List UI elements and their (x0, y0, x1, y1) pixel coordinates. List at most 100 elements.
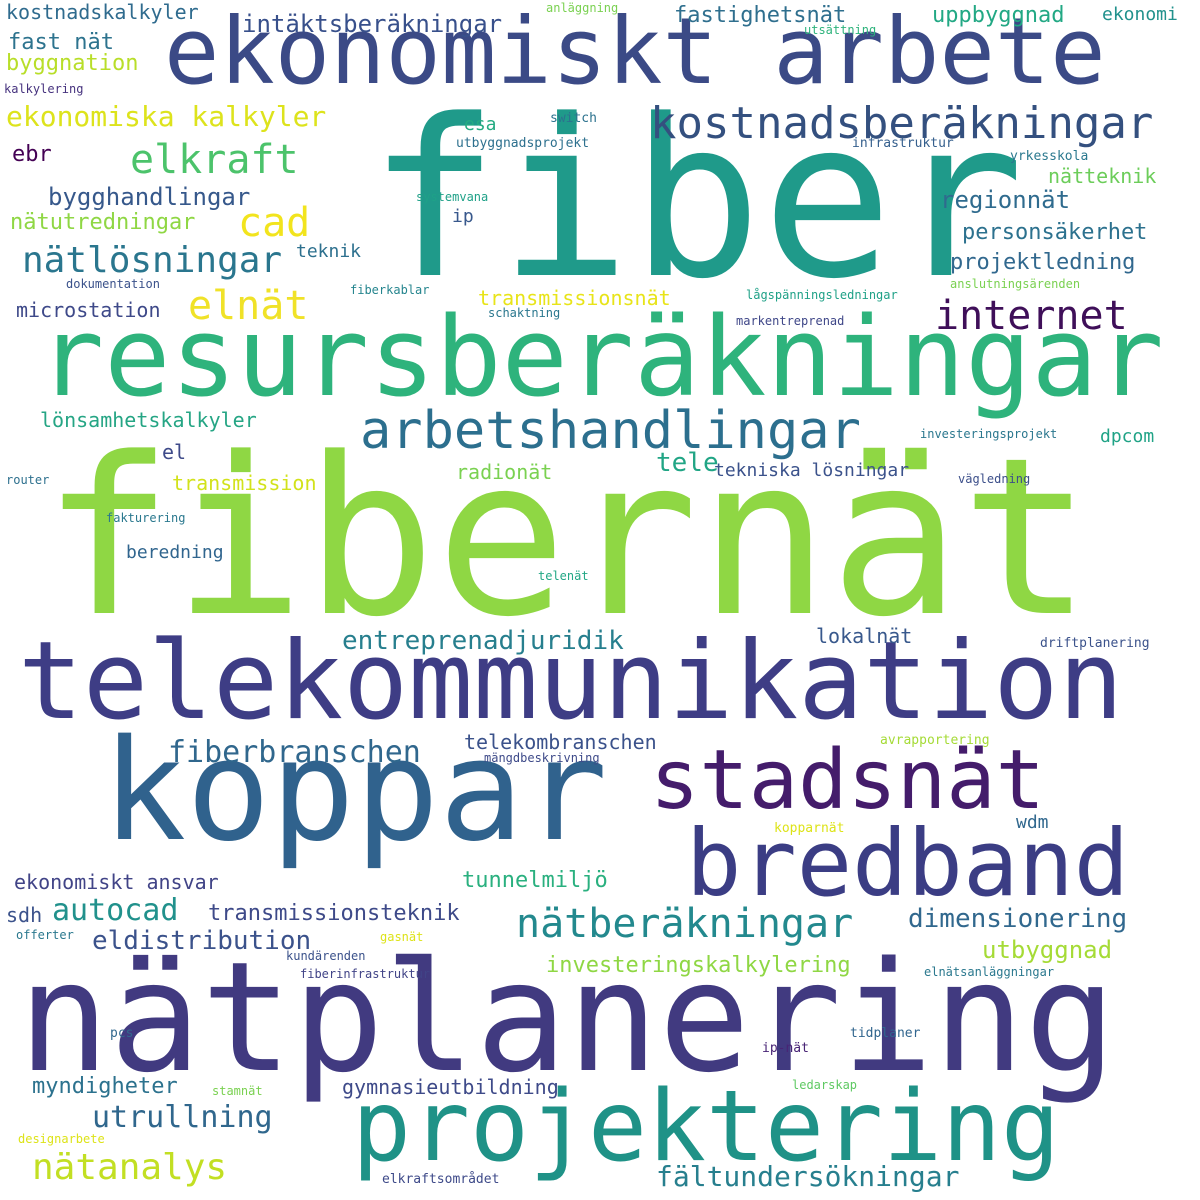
word-transmissionsteknik: transmissionsteknik (208, 901, 460, 926)
word-ip: ip (452, 206, 474, 227)
word-dokumentation: dokumentation (66, 277, 160, 291)
word-kalkylering: kalkylering (4, 82, 84, 96)
word-cad: cad (238, 200, 311, 246)
word-gymnasieutbildning: gymnasieutbildning (342, 1075, 559, 1099)
word-regionnat: regionnät (940, 186, 1071, 214)
word-entreprenadjuridik: entreprenadjuridik (342, 626, 624, 656)
word-bredband: bredband (686, 810, 1130, 917)
word-anlaggning: anläggning (546, 1, 619, 15)
word-investeringskalkylering: investeringskalkylering (546, 953, 851, 978)
word-ebr: ebr (12, 142, 52, 167)
word-fiberbranschen: fiberbranschen (168, 735, 421, 770)
word-lagspanningsledningar: lågspänningsledningar (746, 288, 898, 302)
word-kopparnat: kopparnät (774, 821, 845, 836)
word-autocad: autocad (52, 893, 179, 928)
word-router: router (6, 473, 50, 487)
word-markentreprenad: markentreprenad (736, 314, 845, 328)
word-kundarenden: kundärenden (286, 949, 366, 963)
word-elnatsanlaggningar: elnätsanläggningar (924, 965, 1055, 979)
word-natanalys: nätanalys (32, 1147, 228, 1188)
word-transmissionsnat: transmissionsnät (478, 286, 671, 310)
word-utbyggnadsprojekt: utbyggnadsprojekt (456, 136, 590, 151)
word-fakturering: fakturering (106, 511, 186, 525)
word-natlosningar: nätlösningar (22, 240, 283, 281)
word-tekniska-losningar: tekniska lösningar (714, 460, 910, 481)
word-fiberinfrastruktur: fiberinfrastruktur (300, 967, 431, 981)
word-lonsamhetskalkyler: lönsamhetskalkyler (40, 408, 257, 432)
word-wdm: wdm (1016, 812, 1049, 833)
word-sdh: sdh (6, 903, 43, 927)
word-intaktsberakningar: intäktsberäkningar (242, 10, 503, 38)
word-el: el (162, 440, 187, 464)
word-internet: internet (935, 293, 1128, 339)
word-byggnation: byggnation (6, 51, 139, 76)
word-gasnat: gasnät (380, 930, 424, 944)
word-designarbete: designarbete (18, 1132, 105, 1146)
word-telenat: telenät (538, 569, 589, 583)
word-kostnadskalkyler: kostnadskalkyler (6, 0, 199, 24)
word-mangdbeskrivning: mängdbeskrivning (484, 751, 600, 765)
word-fibernat: fibernät (42, 412, 1092, 665)
word-elnat: elnät (188, 283, 309, 329)
word-ekonomiska-kalkyler: ekonomiska kalkyler (6, 100, 327, 133)
word-anslutningsarenden: anslutningsärenden (950, 277, 1081, 291)
word-telekombranschen: telekombranschen (464, 730, 657, 754)
word-dimensionering: dimensionering (908, 904, 1128, 934)
word-transmission: transmission (172, 471, 317, 495)
word-telekommunikation: telekommunikation (18, 619, 1124, 744)
word-personsakerhet: personsäkerhet (962, 220, 1148, 245)
word-natutredningar: nätutredningar (10, 210, 196, 235)
word-tele: tele (656, 448, 719, 478)
word-arbetshandlingar: arbetshandlingar (360, 401, 861, 461)
word-fiber: fiber (368, 74, 1025, 327)
word-resursberakningar: resursberäkningar (38, 293, 1164, 421)
word-fiberkablar: fiberkablar (350, 283, 430, 297)
word-esa: esa (464, 114, 497, 135)
word-tidplaner: tidplaner (850, 1026, 921, 1041)
word-fastighetsnat: fastighetsnät (674, 3, 847, 28)
word-fast-nat: fast nät (8, 30, 114, 55)
word-infrastruktur: infrastruktur (852, 136, 954, 151)
word-systemvana: systemvana (416, 190, 489, 204)
word-myndigheter: myndigheter (32, 1074, 178, 1099)
word-yrkesskola: yrkesskola (1010, 149, 1089, 164)
word-driftplanering: driftplanering (1040, 636, 1150, 651)
word-koppar: koppar (102, 710, 608, 873)
word-kostnadsberakningar: kostnadsberäkningar (650, 98, 1154, 149)
word-ledarskap: ledarskap (792, 1078, 858, 1092)
word-eldistribution: eldistribution (92, 926, 312, 956)
word-vagledning: vägledning (958, 472, 1031, 486)
word-uppbyggnad: uppbyggnad (932, 3, 1065, 28)
word-dpcom: dpcom (1100, 426, 1155, 447)
word-ekonomiskt-arbete: ekonomiskt arbete (164, 0, 1106, 105)
word-natteknik: nätteknik (1048, 164, 1157, 188)
word-teknik: teknik (296, 241, 362, 262)
word-stadsnat: stadsnät (650, 733, 1045, 828)
word-elkraftsomradet: elkraftsområdet (382, 1172, 500, 1187)
word-ekonomiskt-ansvar: ekonomiskt ansvar (14, 870, 219, 894)
word-avrapportering: avrapportering (880, 733, 990, 748)
word-faltundersokningar: fältundersökningar (656, 1160, 960, 1193)
word-offerter: offerter (16, 928, 74, 942)
word-utbyggnad: utbyggnad (982, 936, 1113, 964)
word-ekonomi: ekonomi (1102, 4, 1178, 25)
word-tunnelmiljo: tunnelmiljö (462, 868, 608, 893)
word-stamnat: stamnät (212, 1084, 263, 1098)
word-natberakningar: nätberäkningar (516, 901, 854, 947)
word-bygghandlingar: bygghandlingar (48, 183, 251, 211)
word-projektering: projektering (352, 1070, 1061, 1184)
word-natplanering: nätplanering (18, 929, 1117, 1106)
word-utrullning: utrullning (92, 1100, 273, 1135)
word-pcs: pcs (110, 1026, 134, 1041)
word-beredning: beredning (126, 542, 224, 563)
word-elkraft: elkraft (130, 137, 299, 183)
word-microstation: microstation (16, 298, 161, 322)
word-projektledning: projektledning (950, 250, 1136, 275)
word-ip-nat: ip-nät (762, 1041, 809, 1056)
word-switch: switch (550, 111, 597, 126)
word-radionat: radionät (456, 460, 553, 484)
word-utsattning: utsättning (804, 23, 877, 37)
word-investeringsprojekt: investeringsprojekt (920, 427, 1058, 441)
word-lokalnat: lokalnät (816, 624, 913, 648)
